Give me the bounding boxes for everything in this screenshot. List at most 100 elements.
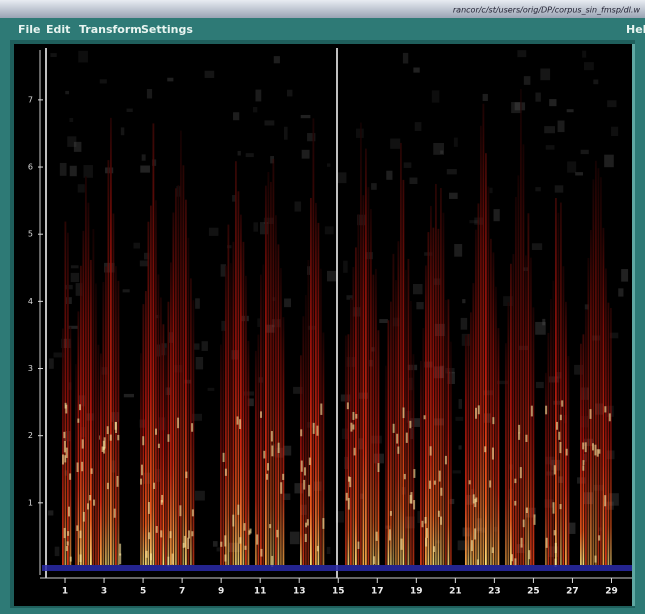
harmonic [308, 485, 310, 497]
energy-column [160, 298, 162, 565]
noise [453, 470, 461, 473]
menu-transform[interactable]: Transform [79, 23, 142, 36]
energy-column [165, 348, 167, 565]
noise [582, 51, 586, 58]
noise [48, 510, 53, 515]
energy-column [355, 247, 357, 565]
menu-file[interactable]: File [18, 23, 41, 36]
x-tick-label: 19 [410, 587, 423, 597]
harmonic [350, 423, 352, 432]
harmonic [478, 405, 480, 414]
noise [409, 178, 417, 185]
harmonic [282, 474, 284, 480]
energy-column [520, 89, 522, 565]
energy-column [88, 203, 90, 565]
energy-column [498, 328, 500, 565]
energy-column [580, 344, 582, 565]
menu-settings[interactable]: Settings [141, 23, 193, 36]
noise [294, 483, 303, 493]
harmonic [167, 434, 169, 442]
energy-column [258, 335, 260, 565]
noise [60, 163, 67, 176]
harmonic [179, 505, 181, 516]
noise [593, 80, 598, 85]
noise [140, 260, 149, 266]
harmonic [301, 461, 303, 472]
harmonic [429, 481, 431, 489]
energy-column [93, 229, 95, 565]
noise [621, 269, 628, 282]
harmonic [177, 418, 179, 429]
energy-column [115, 266, 117, 565]
harmonic [81, 462, 83, 471]
noise [515, 102, 525, 110]
energy-column [193, 300, 195, 565]
harmonic [244, 523, 246, 531]
energy-column [175, 188, 177, 565]
x-tick-label: 9 [218, 587, 224, 597]
x-tick-label: 25 [527, 587, 540, 597]
x-tick-label: 11 [254, 587, 267, 597]
x-tick-label: 1 [62, 587, 68, 597]
energy-column [515, 197, 517, 565]
harmonic [64, 441, 66, 452]
harmonic [65, 403, 67, 409]
menu-edit[interactable]: Edit [46, 23, 70, 36]
menu-help[interactable]: Help [626, 23, 645, 36]
harmonic [471, 540, 473, 551]
harmonic [256, 534, 258, 544]
noise [440, 150, 443, 153]
noise [71, 273, 79, 282]
harmonic [224, 554, 226, 561]
noise [455, 417, 463, 421]
x-tick-label: 5 [140, 587, 146, 597]
noise [133, 243, 140, 249]
harmonic [303, 480, 305, 490]
energy-column [510, 264, 512, 565]
energy-column [583, 334, 585, 565]
noise [581, 150, 589, 154]
noise [284, 298, 291, 307]
harmonic [183, 543, 185, 548]
energy-column [608, 303, 610, 565]
energy-column [180, 131, 182, 565]
energy-column [65, 222, 67, 565]
energy-column [320, 269, 322, 565]
harmonic [67, 531, 69, 536]
energy-column [403, 180, 405, 565]
energy-column [560, 203, 562, 565]
noise [356, 129, 364, 138]
harmonic [110, 435, 112, 441]
harmonic [525, 435, 527, 442]
harmonic [305, 523, 307, 528]
harmonic [161, 495, 163, 503]
energy-column [420, 361, 422, 565]
noise [489, 188, 492, 193]
energy-column [428, 232, 430, 565]
harmonic [425, 538, 427, 547]
harmonic [107, 426, 109, 434]
harmonic [560, 504, 562, 509]
energy-column [365, 149, 367, 565]
noise [454, 138, 458, 147]
energy-column [75, 364, 77, 565]
harmonic [93, 500, 95, 506]
harmonic [592, 443, 594, 450]
energy-column [373, 275, 375, 565]
harmonic [521, 538, 523, 548]
noise [535, 187, 540, 191]
noise [253, 107, 257, 112]
noise [549, 99, 556, 106]
energy-column [478, 203, 480, 565]
harmonic [594, 445, 596, 456]
harmonic [484, 446, 486, 452]
x-tick-label: 21 [449, 587, 462, 597]
harmonic [260, 411, 262, 417]
harmonic [304, 467, 306, 475]
harmonic [609, 413, 611, 421]
harmonic [582, 460, 584, 465]
energy-column [153, 123, 155, 565]
harmonic [489, 480, 491, 487]
harmonic [225, 469, 227, 476]
energy-column [223, 331, 225, 565]
